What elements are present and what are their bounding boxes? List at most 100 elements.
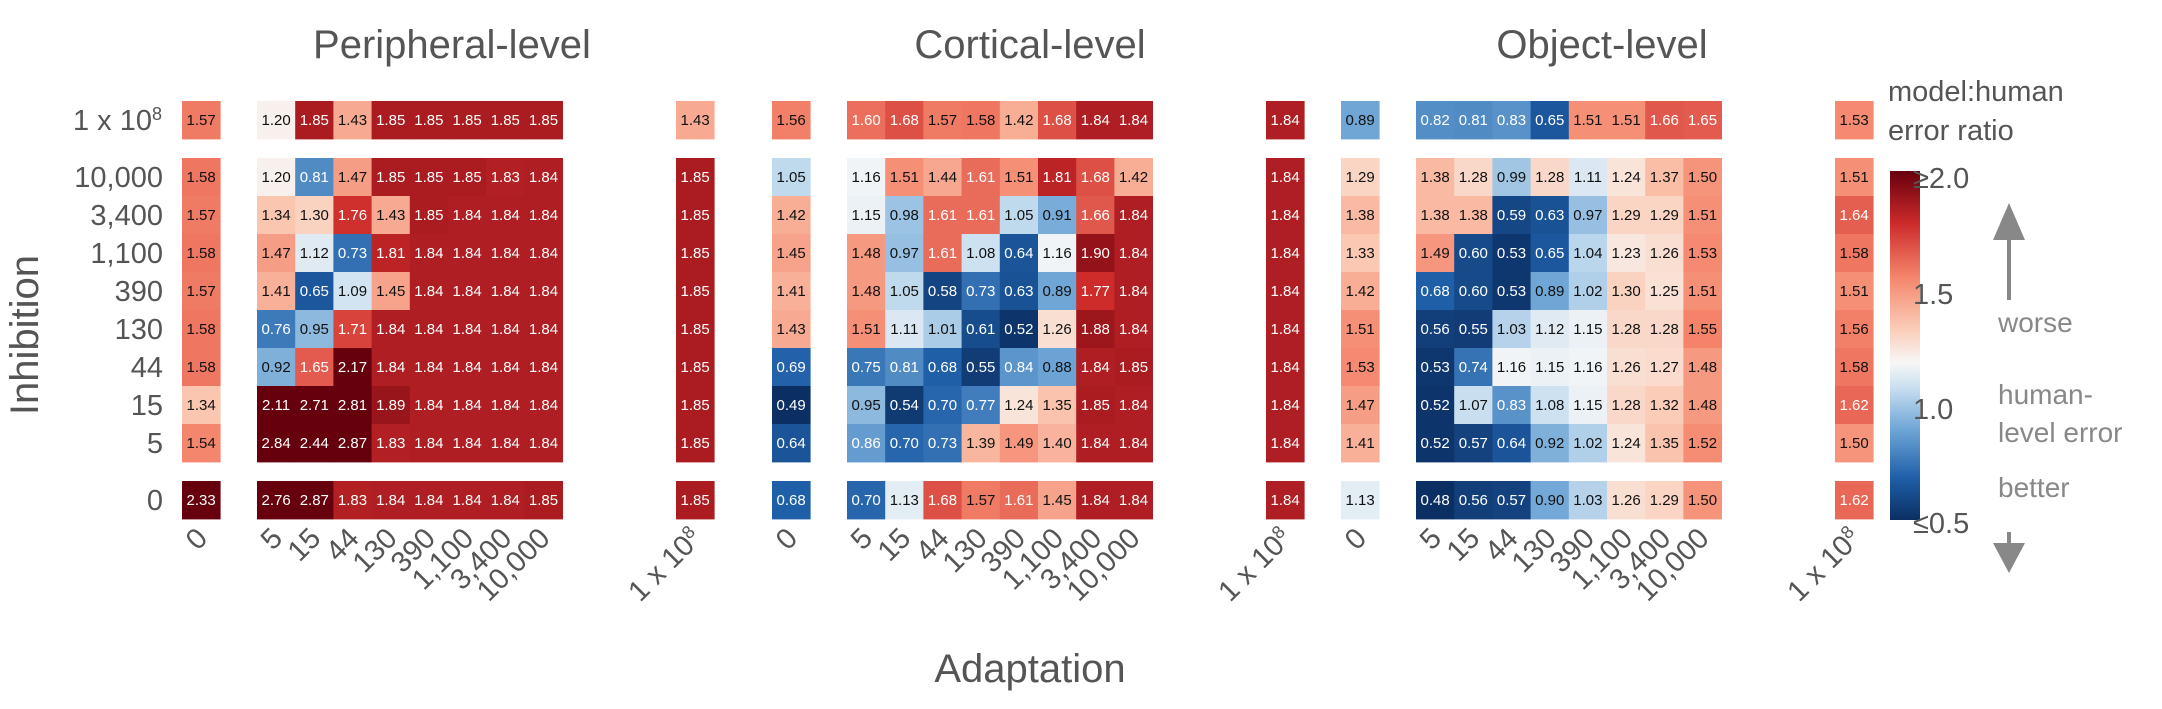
cell-value-label: 1.84	[1270, 245, 1299, 262]
heatmap-cell	[1835, 348, 1874, 387]
cell-value-label: 1.84	[529, 359, 558, 376]
heatmap-cell	[1568, 424, 1608, 463]
cell-value-label: 0.68	[928, 359, 957, 376]
cell-value-label: 1.84	[529, 283, 558, 300]
heatmap-cell	[923, 158, 962, 197]
y-tick-label: 10,000	[74, 162, 163, 194]
heatmap-cell	[1645, 424, 1684, 463]
cell-value-label: 2.33	[186, 492, 215, 509]
heatmap-cell	[1835, 424, 1874, 463]
heatmap-cell	[1341, 234, 1380, 273]
heatmap-cell	[1645, 481, 1684, 520]
heatmap-cell	[486, 481, 525, 520]
heatmap-cell	[999, 158, 1039, 197]
cell-value-label: 1.43	[680, 112, 709, 129]
heatmap-cell	[1607, 272, 1646, 311]
cell-value-label: 2.84	[261, 435, 290, 452]
panel-peripheral-level: Peripheral-level 1.57 1.20 1.85 1.43 1.85 1.85…	[180, 23, 715, 608]
heatmap-cell	[999, 101, 1039, 140]
cell-value-label: 1.84	[376, 359, 405, 376]
heatmap-cell	[999, 348, 1039, 387]
cell-value-label: 1.89	[376, 397, 405, 414]
cell-value-label: 1.43	[338, 112, 367, 129]
cell-value-label: 0.55	[966, 359, 995, 376]
cell-value-label: 0.84	[1004, 359, 1033, 376]
cell-value-label: 1.84	[529, 397, 558, 414]
cell-value-label: 1.37	[1650, 169, 1679, 186]
cell-value-label: 0.60	[1459, 283, 1488, 300]
heatmap-cell	[486, 348, 525, 387]
heatmap-cell	[1266, 101, 1305, 140]
heatmap-cell	[772, 348, 811, 387]
heatmap-cell	[676, 196, 715, 235]
heatmap-cell	[885, 101, 924, 140]
note-human-level-1: human-	[1998, 379, 2093, 410]
cell-value-label: 0.98	[890, 207, 919, 224]
y-tick-label: 15	[131, 390, 163, 422]
heatmap-cell	[1568, 348, 1608, 387]
heatmap-cell	[295, 272, 334, 311]
heatmap-cell	[524, 101, 563, 140]
heatmap-cell	[409, 481, 449, 520]
cell-value-label: 1.43	[776, 321, 805, 338]
cell-value-label: 0.83	[1497, 397, 1526, 414]
heatmap-cell	[1683, 424, 1722, 463]
heatmap-cell	[772, 481, 811, 520]
heatmap-cell	[1114, 386, 1153, 425]
cell-value-label: 1.13	[890, 492, 919, 509]
heatmap-cell	[1683, 158, 1722, 197]
cell-value-label: 1.02	[1573, 435, 1602, 452]
heatmap-cell	[524, 196, 563, 235]
heatmap-cell	[1341, 272, 1380, 311]
cell-value-label: 1.58	[966, 112, 995, 129]
cell-value-label: 1.01	[928, 321, 957, 338]
heatmap-cell	[257, 158, 296, 197]
heatmap-cell	[1416, 424, 1455, 463]
heatmap-cell	[1683, 101, 1722, 140]
cell-value-label: 1.84	[1119, 492, 1148, 509]
cell-value-label: 0.52	[1004, 321, 1033, 338]
cell-value-label: 1.35	[1042, 397, 1071, 414]
heatmap-cell	[1835, 272, 1874, 311]
heatmap-cell	[409, 101, 449, 140]
heatmap-cell	[486, 272, 525, 311]
heatmap-cell	[1114, 158, 1153, 197]
x-tick-label: 0	[1339, 522, 1373, 556]
cell-value-label: 0.63	[1004, 283, 1033, 300]
heatmap-cell	[1266, 272, 1305, 311]
heatmap-cell	[1341, 348, 1380, 387]
heatmap-cell	[182, 424, 221, 463]
cell-value-label: 0.53	[1497, 283, 1526, 300]
y-tick-label: 130	[115, 314, 163, 346]
cell-value-label: 0.68	[776, 492, 805, 509]
heatmap-cell	[333, 158, 372, 197]
heatmap-cell	[409, 424, 449, 463]
cell-value-label: 1.41	[261, 283, 290, 300]
cell-value-label: 1.84	[529, 207, 558, 224]
cell-value-label: 0.60	[1459, 245, 1488, 262]
cell-value-label: 1.85	[680, 359, 709, 376]
cell-value-label: 0.48	[1420, 492, 1449, 509]
heatmap-cell	[486, 158, 525, 197]
heatmap-cell	[1530, 101, 1570, 140]
heatmap-cell	[524, 234, 563, 273]
cell-value-label: 0.64	[776, 435, 805, 452]
heatmap-cell	[885, 196, 924, 235]
cell-value-label: 0.61	[966, 321, 995, 338]
cell-value-label: 1.64	[1839, 207, 1868, 224]
heatmap-cell	[923, 348, 962, 387]
cell-value-label: 0.70	[890, 435, 919, 452]
heatmap-cell	[1266, 481, 1305, 520]
cell-value-label: 0.91	[1042, 207, 1071, 224]
cell-value-label: 1.28	[1535, 169, 1564, 186]
cell-value-label: 0.49	[776, 397, 805, 414]
arrow-down-icon	[1993, 532, 2025, 573]
cell-value-label: 1.85	[680, 397, 709, 414]
heatmap-cell	[1454, 101, 1493, 140]
heatmap-cell	[295, 481, 334, 520]
heatmap-cell	[333, 424, 372, 463]
cell-value-label: 1.57	[186, 207, 215, 224]
heatmap-cell	[1607, 101, 1646, 140]
cell-value-label: 1.58	[1839, 245, 1868, 262]
heatmap-cell	[1266, 386, 1305, 425]
